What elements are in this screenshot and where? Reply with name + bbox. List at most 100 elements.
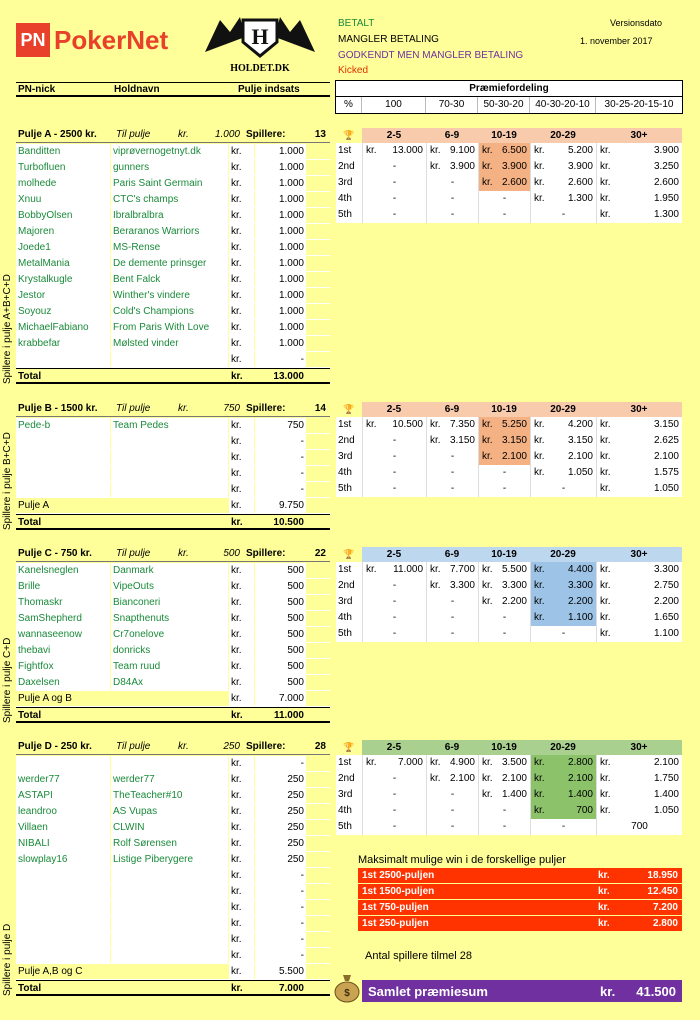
cell-team: [111, 466, 229, 481]
player-row: Joede1 MS-Rense kr. 1.000: [16, 240, 330, 256]
player-row: Krystalkugle Bent Falck kr. 1.000: [16, 272, 330, 288]
pool-header-field: 500: [223, 548, 240, 559]
prize-amount: 3.900: [501, 161, 527, 172]
cell-amt: -: [255, 434, 306, 449]
max-win-cell: kr.: [598, 886, 610, 897]
pool-header-field: 750: [223, 403, 240, 414]
cell-amt: 1.000: [255, 288, 306, 303]
prize-table-col: 20-29: [550, 404, 576, 415]
prize-row: 3rd - - kr. 2.100 kr. 2.100 kr. 2.100: [336, 449, 682, 465]
prize-amount: 7.000: [397, 757, 423, 768]
cell-team: [111, 352, 229, 367]
prize-amount: 2.100: [653, 451, 679, 462]
prize-cell: kr. 2.200: [478, 594, 530, 610]
prize-kr: kr.: [430, 564, 441, 575]
prize-cell: -: [426, 449, 478, 465]
cell-team: Rolf Sørensen: [111, 836, 229, 851]
pool-header-field: Pulje A - 2500 kr.: [18, 129, 97, 140]
player-row: kr. -: [16, 756, 330, 772]
prize-cell: -: [426, 610, 478, 626]
prize-table: 🏆 2-5 6-9 10-19 20-29 30+ 1st kr. 13.000 kr. 9.100…: [336, 128, 682, 223]
prize-cell: -: [362, 481, 426, 497]
cell-nick: Turbofluen: [16, 160, 111, 175]
player-row: BobbyOlsen Ibralbralbra kr. 1.000: [16, 208, 330, 224]
prize-amount: 13.000: [392, 145, 423, 156]
cell-kr: kr.: [229, 208, 255, 223]
prize-amount: 700: [576, 805, 593, 816]
prize-cell: -: [478, 465, 530, 481]
cell-nick: ASTAPI: [16, 788, 111, 803]
max-win-title: Maksimalt mulige win i de forskellige pu…: [358, 854, 566, 866]
prize-cell: kr. 1.050: [530, 465, 596, 481]
prize-cell: -: [478, 803, 530, 819]
prize-amount: -: [561, 209, 566, 220]
prize-kr: kr.: [534, 580, 545, 591]
cell-team: CTC's champs: [111, 192, 229, 207]
prize-cell: -: [426, 803, 478, 819]
prize-kr: kr.: [534, 193, 545, 204]
prize-cell: kr. 1.400: [596, 787, 682, 803]
prize-table-col: 30+: [630, 404, 648, 415]
cell-team: Listige Piberygere: [111, 852, 229, 867]
cell-team: [111, 916, 229, 931]
prize-table-col: 30+: [630, 130, 648, 141]
prize-kr: kr.: [482, 564, 493, 575]
prize-amount: -: [392, 580, 397, 591]
prize-kr: kr.: [430, 161, 441, 172]
prize-kr: kr.: [534, 596, 545, 607]
cell-amt: -: [255, 466, 306, 481]
cell-amt: -: [255, 916, 306, 931]
prize-cell: kr. 1.950: [596, 191, 682, 207]
cell-kr: kr.: [229, 563, 255, 578]
player-row: kr. -: [16, 434, 330, 450]
sum-amount: 7.000: [255, 691, 306, 706]
cell-nick: leandroo: [16, 804, 111, 819]
total-row: Total kr. 7.000: [16, 980, 330, 996]
placement: 5th: [336, 481, 362, 497]
money-bag-icon: $: [333, 973, 361, 1003]
prize-cell: kr. 4.400: [530, 562, 596, 578]
cell-nick: [16, 932, 111, 947]
prize-cell: -: [362, 578, 426, 594]
prize-amount: 4.900: [449, 757, 475, 768]
prize-row: 2nd - kr. 2.100 kr. 2.100 kr. 2.100 kr. 1.750: [336, 771, 682, 787]
prize-cell: kr. 2.100: [478, 449, 530, 465]
prize-table-col: 2-5: [386, 130, 402, 141]
prize-amount: 3.250: [653, 161, 679, 172]
prize-cell: kr. 11.000: [362, 562, 426, 578]
holdet-logo: H HOLDET.DK: [195, 12, 325, 74]
cell-kr: kr.: [229, 160, 255, 175]
cell-amt: 1.000: [255, 176, 306, 191]
prize-amount: 1.050: [653, 483, 679, 494]
prize-kr: kr.: [600, 419, 611, 430]
prize-kr: kr.: [600, 596, 611, 607]
prize-cell: kr. 2.800: [530, 755, 596, 771]
pool-header-field: 13: [314, 129, 326, 140]
placement: 4th: [336, 465, 362, 481]
prize-cell: -: [478, 819, 530, 835]
cell-team: MS-Rense: [111, 240, 229, 255]
prize-amount: 9.100: [449, 145, 475, 156]
trophy-icon: 🏆: [336, 547, 362, 562]
prize-kr: kr.: [534, 757, 545, 768]
prize-kr: kr.: [366, 757, 377, 768]
prize-table-col: 10-19: [491, 549, 517, 560]
legend-betalt: BETALT: [338, 18, 375, 29]
legend-godkendt: GODKENDT MEN MANGLER BETALING: [338, 50, 524, 61]
cell-amt: 500: [255, 611, 306, 626]
samlet-value: 41.500: [636, 983, 676, 999]
pool-players: Pede-b Team Pedes kr. 750 kr. - kr. - kr. - kr. - Pu…: [16, 418, 330, 530]
prize-amount: 7.700: [449, 564, 475, 575]
total-label: Total: [18, 710, 42, 721]
cell-nick: wannaseenow: [16, 627, 111, 642]
cell-team: Mølsted vinder: [111, 336, 229, 351]
cell-nick: Pede-b: [16, 418, 111, 433]
prize-cell: kr. 1.300: [596, 207, 682, 223]
total-kr: kr.: [229, 515, 255, 528]
placement: 2nd: [336, 578, 362, 594]
placement: 1st: [336, 755, 362, 771]
prize-kr: kr.: [482, 596, 493, 607]
total-kr: kr.: [229, 369, 255, 382]
prize-distribution: Præmiefordeling % 100 70-30 50-30-20 40-…: [335, 80, 683, 114]
prize-cell: -: [530, 819, 596, 835]
